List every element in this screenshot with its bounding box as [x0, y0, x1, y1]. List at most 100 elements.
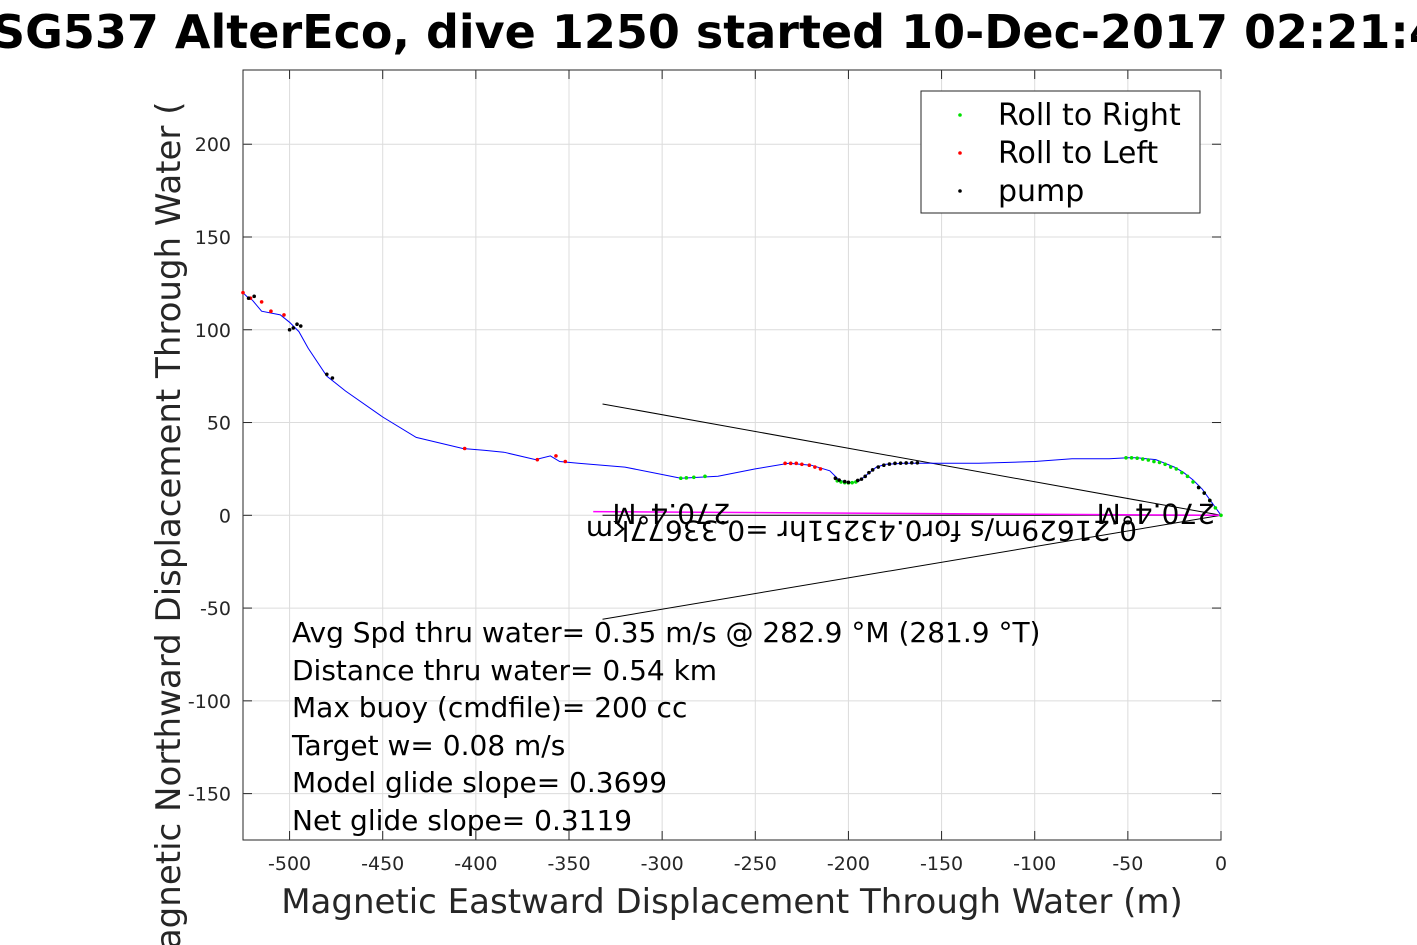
- data-point: [1140, 457, 1145, 461]
- x-tick-label: -150: [920, 853, 963, 875]
- data-point: [287, 327, 292, 332]
- annotation-target-w: Target w= 0.08 m/s: [291, 729, 565, 762]
- x-axis-label: Magnetic Eastward Displacement Through W…: [281, 882, 1183, 922]
- x-tick-label: -300: [641, 853, 684, 875]
- data-point: [813, 465, 817, 469]
- annotation-block: Avg Spd thru water= 0.35 m/s @ 282.9 °M …: [291, 616, 1040, 837]
- data-point: [909, 460, 914, 465]
- data-point: [783, 461, 787, 466]
- data-point: [298, 324, 303, 328]
- data-point: [887, 462, 892, 466]
- data-point: [259, 300, 264, 304]
- data-point: [1129, 455, 1134, 460]
- data-point: [325, 372, 329, 377]
- legend-marker-roll-left: [958, 151, 962, 155]
- wedge-lower-line: [602, 514, 1222, 620]
- data-point: [1202, 491, 1207, 495]
- x-tick-label: -400: [454, 853, 497, 875]
- y-tick-label: 100: [195, 320, 231, 342]
- data-point: [893, 461, 897, 466]
- x-tick-label: -100: [1013, 853, 1056, 875]
- data-point: [282, 313, 286, 317]
- data-point: [1152, 459, 1156, 464]
- legend-label-roll-left: Roll to Left: [998, 136, 1158, 171]
- flipped-label: 270.4°M: [1097, 497, 1215, 530]
- data-point: [788, 461, 793, 466]
- y-tick-label: -50: [200, 598, 231, 620]
- annotation-avg-speed: Avg Spd thru water= 0.35 m/s @ 282.9 °M …: [292, 616, 1040, 649]
- data-point: [898, 461, 903, 465]
- current-layer: [593, 510, 1222, 517]
- data-point: [800, 462, 804, 467]
- points-layer: [241, 290, 1223, 518]
- annotation-max-buoy: Max buoy (cmdfile)= 200 cc: [292, 691, 687, 724]
- data-point: [554, 454, 558, 458]
- data-point: [684, 476, 689, 480]
- data-point: [1191, 480, 1195, 484]
- data-point: [882, 463, 886, 468]
- data-point: [1174, 467, 1179, 471]
- annotation-distance: Distance thru water= 0.54 km: [292, 654, 717, 687]
- legend-label-roll-right: Roll to Right: [998, 98, 1181, 133]
- y-tick-label: 150: [195, 227, 231, 249]
- data-point: [269, 309, 273, 314]
- data-point: [863, 474, 867, 479]
- data-point: [563, 459, 568, 464]
- y-tick-label: 0: [219, 505, 231, 527]
- data-point: [859, 477, 864, 481]
- data-point: [818, 467, 823, 471]
- data-point: [842, 479, 847, 484]
- data-point: [1213, 506, 1218, 510]
- data-point: [1185, 474, 1190, 479]
- data-point: [1146, 458, 1151, 462]
- y-axis-label: Magnetic Northward Displacement Through …: [149, 102, 189, 945]
- data-point: [241, 290, 245, 295]
- data-point: [794, 461, 799, 466]
- x-tick-label: -350: [547, 853, 590, 875]
- data-point: [867, 470, 871, 475]
- data-point: [870, 468, 875, 472]
- data-point: [904, 461, 908, 465]
- legend-marker-pump: [958, 189, 962, 193]
- current-vector-line: [593, 510, 1222, 517]
- data-point: [246, 296, 251, 301]
- flipped-labels: 270.4°M0.21629m/s for0.43251hr =0.33677k…: [586, 497, 1215, 547]
- annotation-net-glide: Net glide slope= 0.3119: [292, 804, 632, 837]
- data-point: [837, 478, 841, 482]
- flipped-label: 0.21629m/s for0.43251hr =0.33677km: [586, 514, 1137, 547]
- flipped-label: 270.4°M: [612, 497, 730, 530]
- data-point: [1163, 462, 1167, 467]
- data-point: [855, 478, 860, 483]
- y-tick-label: 50: [207, 413, 231, 435]
- x-tick-label: 0: [1215, 853, 1227, 875]
- data-point: [295, 322, 299, 326]
- data-point: [850, 480, 854, 485]
- data-point: [833, 476, 838, 480]
- data-point: [876, 465, 881, 469]
- wedge-upper-line: [602, 403, 1222, 516]
- data-point: [846, 480, 851, 485]
- axis-ticks: -500 -450 -400 -350 -300 -250 -200 -150 -100 -50 0…: [188, 70, 1227, 875]
- data-point: [1168, 465, 1173, 469]
- data-point: [535, 457, 540, 462]
- y-tick-label: -100: [188, 691, 231, 713]
- data-point: [1157, 460, 1162, 465]
- x-tick-label: -200: [827, 853, 870, 875]
- data-point: [678, 476, 683, 480]
- y-tick-label: -150: [188, 784, 231, 806]
- annotation-model-glide: Model glide slope= 0.3699: [292, 766, 667, 799]
- x-tick-label: -50: [1112, 853, 1143, 875]
- data-point: [1180, 470, 1184, 475]
- legend: Roll to Right Roll to Left pump: [920, 90, 1201, 214]
- data-point: [291, 326, 296, 330]
- data-point: [807, 463, 812, 468]
- data-point: [692, 475, 696, 480]
- data-point: [703, 474, 707, 479]
- data-point: [330, 376, 335, 380]
- data-point: [915, 460, 920, 465]
- data-point: [1196, 485, 1201, 490]
- x-tick-label: -500: [268, 853, 311, 875]
- data-point: [252, 294, 256, 299]
- data-point: [1208, 498, 1212, 503]
